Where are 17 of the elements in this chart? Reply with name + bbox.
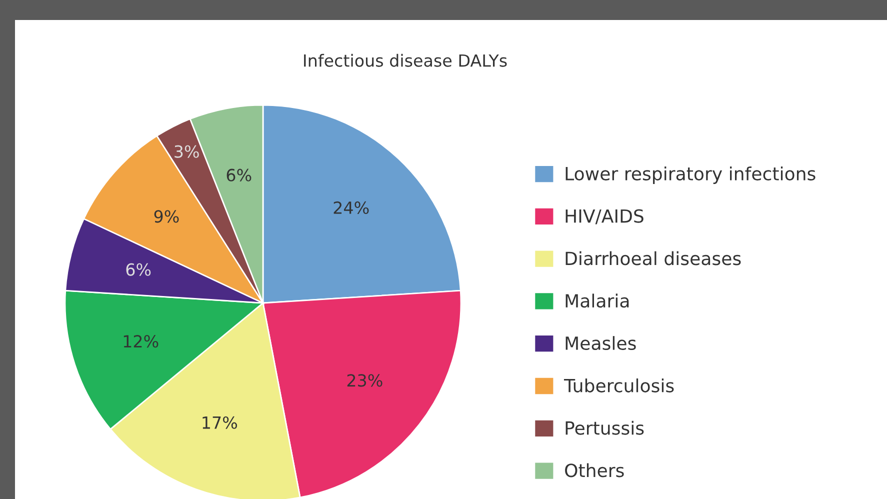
legend-label: Pertussis (566, 420, 644, 435)
legend-label: Measles (566, 336, 636, 350)
data-label: 17% (202, 416, 238, 429)
data-label: 23% (347, 374, 382, 387)
data-label: 24% (334, 201, 369, 214)
legend-label: Tuberculosis (564, 378, 674, 392)
data-label: 9% (154, 210, 179, 223)
legend-label: Others (565, 463, 624, 478)
data-label: 3% (174, 145, 199, 158)
data-label: 6% (126, 263, 151, 276)
legend-label: Malaria (566, 294, 629, 308)
data-label: 12% (124, 335, 158, 348)
legend-label: Diarrhoeal diseases (566, 251, 741, 266)
chart-title: Infectious disease DALYs (304, 54, 507, 67)
legend-label: Lower respiratory infections (566, 166, 816, 184)
legend-label: HIV/AIDS (566, 209, 644, 224)
data-label: 6% (226, 168, 252, 182)
